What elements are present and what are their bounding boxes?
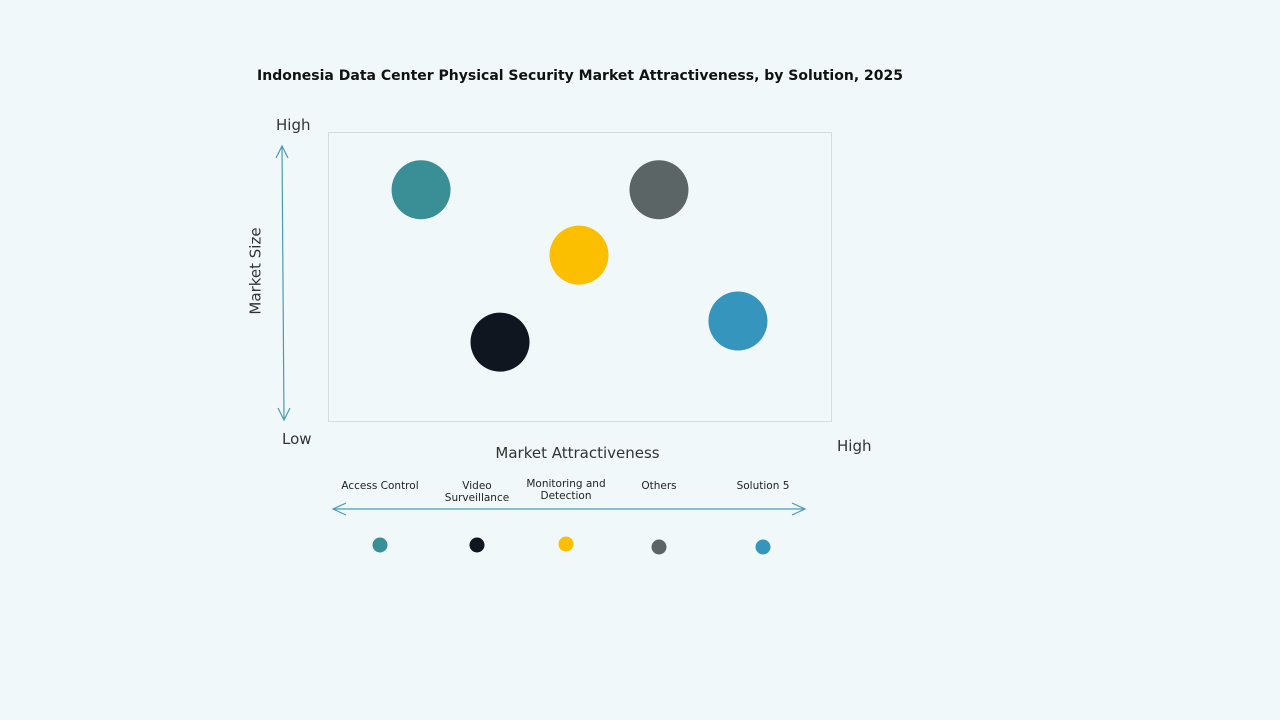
plot-area bbox=[328, 132, 832, 422]
x-low-label: Low bbox=[282, 430, 312, 448]
y-axis-arrow bbox=[275, 144, 291, 422]
legend-dot bbox=[651, 539, 667, 555]
bubble-others bbox=[629, 160, 689, 220]
legend-dot bbox=[755, 539, 771, 555]
legend-label: Others bbox=[641, 480, 677, 492]
x-axis-label: Market Attractiveness bbox=[495, 444, 660, 462]
legend-label: Video Surveillance bbox=[444, 480, 510, 504]
chart-title: Indonesia Data Center Physical Security … bbox=[257, 68, 903, 84]
bubble-monitoring-and-detection bbox=[549, 225, 609, 285]
legend-label: Access Control bbox=[341, 480, 419, 492]
bubble-solution-5 bbox=[708, 291, 768, 351]
bubble-video-surveillance bbox=[470, 312, 530, 372]
y-high-label: High bbox=[276, 116, 311, 134]
legend-dot bbox=[372, 537, 388, 553]
x-high-label: High bbox=[837, 437, 872, 455]
legend-label: Solution 5 bbox=[736, 480, 790, 492]
legend-dot bbox=[558, 536, 574, 552]
legend-dot bbox=[469, 537, 485, 553]
legend-arrow bbox=[331, 502, 807, 516]
legend-label: Monitoring and Detection bbox=[526, 478, 606, 502]
bubble-access-control bbox=[391, 160, 451, 220]
